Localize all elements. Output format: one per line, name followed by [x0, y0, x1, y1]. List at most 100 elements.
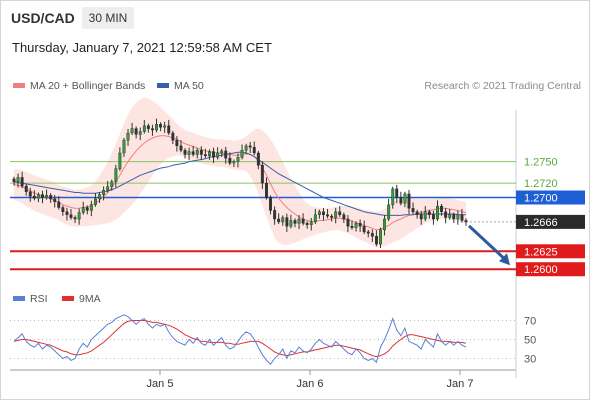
- candle-body: [419, 214, 423, 220]
- candle-body: [293, 220, 297, 224]
- candle-body: [53, 198, 57, 202]
- candle-body: [65, 211, 69, 215]
- candle-body: [163, 125, 167, 128]
- candle-body: [281, 217, 285, 223]
- candle-body: [191, 151, 195, 155]
- candle-body: [142, 125, 146, 132]
- candle-body: [285, 217, 289, 227]
- pivot-label-bg: [516, 190, 585, 205]
- candle-body: [362, 225, 366, 233]
- candle-body: [269, 197, 272, 211]
- candle-body: [150, 128, 154, 131]
- support-label-bg: [516, 262, 585, 277]
- candle-body: [407, 193, 411, 209]
- candle-body: [228, 157, 232, 164]
- rsi-tick-label: 30: [524, 354, 536, 366]
- candle-body: [146, 125, 150, 129]
- research-credit: Research © 2021 Trading Central: [424, 80, 581, 92]
- symbol-title: USD/CAD: [11, 10, 75, 26]
- rsi-swatch: [13, 295, 25, 301]
- support-label-bg: [516, 244, 585, 259]
- candle-body: [41, 194, 44, 198]
- candle-body: [232, 161, 236, 164]
- ma9-swatch: [62, 295, 74, 301]
- candle-body: [175, 139, 179, 147]
- candle-body: [138, 131, 142, 135]
- candle-body: [370, 233, 374, 237]
- candle-body: [460, 214, 464, 221]
- timeframe-badge[interactable]: 30 MIN: [82, 7, 134, 29]
- rsi-line: [13, 314, 467, 365]
- candle-body: [216, 152, 220, 158]
- candle-body: [313, 214, 317, 223]
- candle-body: [379, 229, 382, 245]
- candle-body: [102, 190, 106, 195]
- candle-body: [114, 168, 118, 182]
- candle-body: [159, 124, 163, 128]
- candle-body: [179, 145, 183, 151]
- candle-body: [354, 223, 358, 228]
- candle-body: [399, 197, 403, 204]
- candle-body: [432, 214, 435, 220]
- legend-rsi-label: RSI: [30, 293, 48, 305]
- candle-body: [391, 188, 395, 205]
- candle-body: [265, 182, 268, 198]
- candle-body: [199, 149, 203, 155]
- legend-ma50-label: MA 50: [174, 80, 204, 92]
- candle-body: [330, 215, 334, 218]
- candle-body: [273, 210, 277, 220]
- bollinger-band: [14, 97, 466, 248]
- candle-body: [236, 157, 240, 162]
- candle-body: [427, 211, 431, 215]
- candle-body: [395, 188, 399, 198]
- resistance-label: 1.2720: [524, 178, 558, 190]
- candle-body: [203, 154, 207, 157]
- candle-body: [342, 214, 346, 220]
- candle-body: [297, 218, 301, 224]
- candle-body: [207, 151, 211, 157]
- candle-body: [110, 181, 114, 187]
- resistance-label: 1.2750: [524, 157, 558, 169]
- last-price-label: 1.2666: [524, 217, 558, 229]
- legend-9ma-label: 9MA: [79, 293, 101, 305]
- candle-body: [436, 205, 439, 220]
- candle-body: [171, 132, 175, 141]
- candle-body: [326, 214, 329, 217]
- candle-body: [244, 145, 248, 151]
- support-label: 1.2600: [524, 264, 558, 276]
- legend-ma20-label: MA 20 + Bollinger Bands: [30, 80, 146, 92]
- legend-ma20: MA 20 + Bollinger Bands: [13, 80, 145, 92]
- candle-body: [37, 194, 40, 199]
- support-label: 1.2625: [524, 246, 558, 258]
- candle-body: [118, 152, 122, 170]
- candle-body: [248, 145, 252, 148]
- candle-body: [69, 214, 73, 218]
- candle-body: [387, 204, 391, 220]
- candle-body: [28, 191, 32, 197]
- last-price-label-bg: [516, 214, 585, 229]
- candle-body: [375, 235, 378, 245]
- candle-body: [24, 185, 28, 192]
- x-tick-label: Jan 7: [447, 378, 474, 390]
- candle-body: [289, 220, 293, 227]
- candle-body: [346, 218, 350, 227]
- candle-body: [57, 201, 61, 208]
- projection-arrow-head: [499, 253, 510, 266]
- candle-body: [61, 207, 65, 213]
- candle-body: [415, 211, 419, 215]
- candle-body: [49, 195, 53, 200]
- candle-body: [366, 231, 370, 234]
- candle-body: [240, 149, 244, 158]
- candle-body: [183, 149, 187, 155]
- rsi-tick-label: 70: [524, 316, 536, 328]
- candle-body: [322, 211, 325, 215]
- ma20-swatch: [13, 82, 25, 88]
- candle-body: [383, 218, 386, 231]
- candle-body: [224, 150, 228, 159]
- candle-body: [423, 211, 427, 220]
- ma50-line: [13, 151, 466, 216]
- candle-body: [20, 177, 24, 187]
- candle-body: [122, 139, 126, 154]
- candle-body: [452, 214, 456, 220]
- candle-body: [305, 223, 309, 225]
